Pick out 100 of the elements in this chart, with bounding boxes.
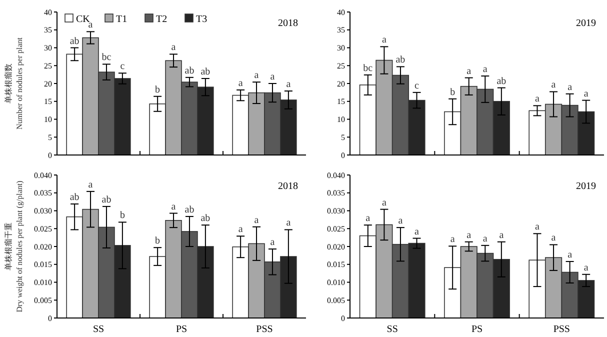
annotation: ab: [184, 65, 194, 76]
annotation: a: [466, 66, 472, 77]
annotation: 2018: [278, 18, 298, 29]
annotation: ab: [102, 194, 112, 206]
y-tick-label: 0.015: [34, 260, 52, 270]
annotation: a: [584, 88, 589, 100]
annotation: a: [535, 222, 540, 233]
annotation: a: [171, 201, 176, 212]
annotation: ab: [396, 54, 406, 66]
annotation: b: [155, 84, 160, 96]
annotation: a: [238, 78, 244, 89]
annotation: ab: [496, 76, 506, 87]
annotation: b: [155, 236, 160, 247]
y-tick-label: 10: [337, 115, 345, 124]
annotation: a: [568, 250, 573, 261]
annotation: ab: [70, 192, 80, 203]
y-tick-label: 0.005: [34, 296, 52, 305]
y-tick-label: 0.030: [34, 206, 52, 216]
y-tick-label: 30: [337, 44, 345, 53]
y-tick-label: 10: [44, 115, 52, 124]
annotation: b: [450, 86, 456, 98]
annotation: ab: [200, 213, 210, 224]
y-tick-label: 20: [44, 79, 52, 88]
x-tick-label: PSS: [256, 324, 273, 335]
legend-label: T1: [116, 14, 128, 25]
annotation: a: [551, 80, 556, 91]
annotation: 2018: [278, 181, 298, 192]
y-tick-label: 0.040: [327, 170, 345, 180]
annotation: a: [270, 72, 276, 82]
legend-label: T2: [156, 14, 168, 25]
x-tick-label: SS: [92, 324, 104, 335]
annotation: a: [254, 70, 260, 82]
annotation: a: [568, 82, 573, 93]
y-tick-label: 40: [337, 8, 345, 17]
annotation: a: [499, 230, 504, 241]
y-tick-label: 35: [44, 26, 52, 35]
annotation: a: [414, 226, 420, 238]
annotation: a: [254, 214, 260, 226]
annotation: a: [88, 20, 94, 31]
annotation: bc: [363, 62, 374, 74]
y-tick-label: 30: [44, 44, 52, 53]
y-tick-label: 15: [337, 97, 345, 106]
annotation: a: [382, 197, 387, 208]
annotation: 2019: [576, 181, 596, 192]
y-tick-label: 15: [44, 97, 52, 106]
annotation: ab: [184, 204, 194, 216]
y-tick-label: 0.015: [327, 260, 345, 270]
annotation: a: [551, 232, 556, 244]
y-tick-label: 0.035: [327, 188, 345, 198]
x-tick-label: PSS: [553, 324, 570, 335]
annotation: a: [270, 237, 276, 248]
y-tick-label: 25: [337, 61, 345, 70]
annotation: a: [366, 213, 371, 224]
annotation: a: [584, 262, 589, 274]
y-tick-label: 0: [341, 314, 345, 323]
y-axis-title: 单株根瘤数 Number of nodules per plant: [4, 36, 24, 130]
annotation: ab: [200, 66, 210, 78]
annotation: a: [466, 230, 472, 241]
annotation: ab: [70, 36, 80, 47]
y-tick-label: 0.020: [34, 242, 52, 252]
legend-label: T3: [196, 14, 208, 25]
y-tick-label: 35: [337, 26, 345, 35]
annotation: a: [238, 224, 244, 236]
annotation: a: [482, 64, 488, 75]
y-tick-label: 20: [337, 79, 345, 88]
y-tick-label: 0: [341, 150, 345, 160]
annotation: 2019: [576, 18, 596, 29]
y-tick-label: 0.005: [327, 296, 345, 305]
annotation: a: [535, 94, 540, 105]
y-tick-label: 0: [48, 314, 52, 323]
annotation: c: [120, 61, 126, 72]
annotation: a: [88, 179, 94, 190]
y-tick-label: 0.010: [327, 278, 345, 288]
y-tick-label: 5: [341, 132, 345, 142]
y-tick-label: 0: [48, 150, 52, 160]
y-tick-label: 0.030: [327, 206, 345, 216]
annotation: b: [120, 210, 125, 222]
x-tick-label: PS: [471, 324, 483, 335]
y-tick-label: 40: [44, 8, 52, 17]
annotation: a: [450, 234, 456, 246]
y-tick-label: 0.020: [327, 242, 345, 252]
annotation: c: [414, 80, 420, 92]
y-tick-label: 0.010: [34, 278, 52, 288]
y-tick-label: 0.035: [34, 188, 52, 198]
y-tick-label: 0.025: [327, 224, 345, 234]
y-tick-label: 0.040: [34, 170, 52, 180]
annotation: a: [482, 233, 488, 244]
annotation: a: [286, 218, 292, 229]
annotation: a: [171, 42, 176, 54]
y-tick-label: 25: [44, 61, 52, 70]
x-tick-label: PS: [176, 324, 188, 335]
annotation: a: [398, 216, 404, 227]
annotation: bc: [102, 52, 112, 64]
annotation: a: [382, 34, 387, 46]
annotation: a: [286, 79, 292, 90]
x-tick-label: SS: [386, 324, 398, 335]
y-tick-label: 0.025: [34, 224, 52, 234]
legend-label: CK: [76, 14, 91, 25]
y-tick-label: 5: [48, 132, 52, 142]
y-axis-title: 单株根瘤干重 Dry weight of nodules per plant (g/plant): [4, 180, 24, 312]
